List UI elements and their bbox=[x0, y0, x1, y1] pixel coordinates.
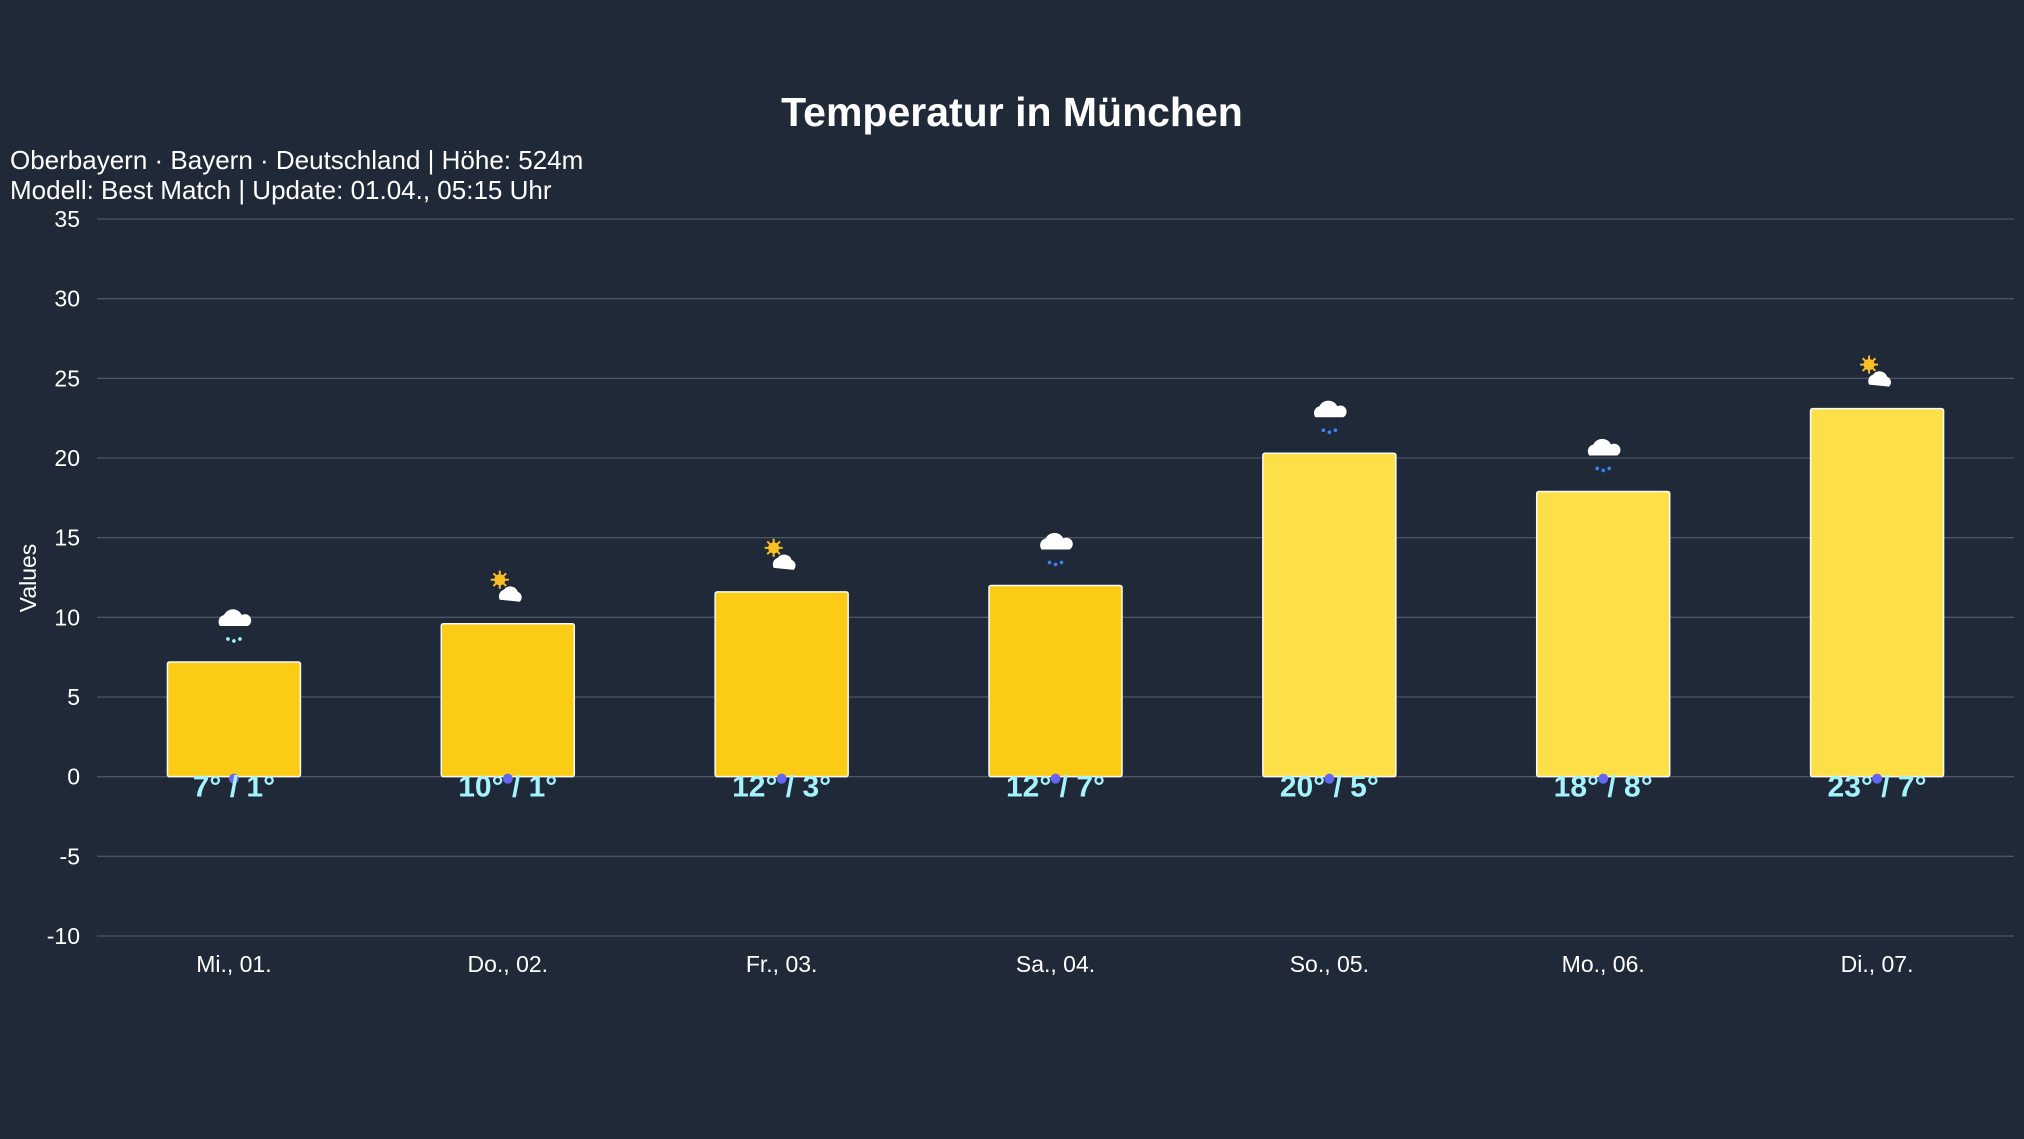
x-tick-label: Mi., 01. bbox=[196, 951, 271, 977]
raindrop-icon bbox=[226, 637, 230, 641]
bar[interactable] bbox=[1262, 452, 1397, 778]
y-tick-label: 10 bbox=[54, 604, 80, 630]
cloud-icon bbox=[1313, 400, 1347, 418]
chart-subtitle-line-1: Oberbayern · Bayern · Deutschland | Höhe… bbox=[10, 145, 583, 175]
bar[interactable] bbox=[440, 622, 576, 778]
bar[interactable] bbox=[714, 591, 849, 778]
bar[interactable] bbox=[988, 584, 1123, 778]
cloud-icon bbox=[772, 554, 796, 570]
value-label: 20° / 5° bbox=[1280, 771, 1379, 804]
cloud-rain-icon bbox=[1313, 400, 1347, 435]
y-tick-label: 15 bbox=[54, 525, 80, 551]
cloud-icon bbox=[498, 586, 522, 602]
raindrop-icon bbox=[1321, 428, 1326, 433]
y-axis-label: Values bbox=[15, 544, 41, 613]
value-label: 10° / 1° bbox=[458, 771, 557, 804]
grid-lines: 35 30 25 20 15 10 5 0 -5 -10 bbox=[47, 206, 2014, 949]
raindrop-icon bbox=[232, 639, 236, 643]
bar-annotations: 7° / 1° Mi., 01. 10° / 1° Do., 02. 12° / 3° F… bbox=[193, 355, 1927, 977]
bar[interactable] bbox=[1809, 407, 1945, 778]
x-tick-label: So., 05. bbox=[1290, 951, 1369, 977]
raindrop-icon bbox=[1053, 562, 1058, 567]
y-tick-label: 20 bbox=[54, 445, 80, 471]
sun-icon bbox=[1860, 355, 1879, 374]
raindrop-icon bbox=[1333, 428, 1338, 433]
sun-cloud-icon bbox=[490, 570, 522, 602]
low-marker bbox=[502, 773, 513, 784]
value-label: 12° / 7° bbox=[1006, 771, 1105, 804]
chart-title: Temperatur in München bbox=[781, 89, 1243, 135]
value-label: 12° / 3° bbox=[732, 771, 831, 804]
low-marker bbox=[1050, 773, 1061, 784]
cloud-icon bbox=[1587, 438, 1621, 456]
cloud-rain-icon bbox=[1040, 532, 1073, 567]
value-label: 23° / 7° bbox=[1828, 771, 1927, 804]
bar[interactable] bbox=[1535, 490, 1671, 778]
raindrop-icon bbox=[1327, 430, 1332, 435]
sun-icon bbox=[764, 538, 783, 557]
raindrop-icon bbox=[1059, 560, 1064, 565]
raindrop-icon bbox=[238, 637, 242, 641]
y-tick-label: 25 bbox=[54, 365, 80, 391]
low-marker bbox=[228, 773, 239, 784]
sun-cloud-icon bbox=[1860, 355, 1891, 387]
x-tick-label: Di., 07. bbox=[1841, 951, 1914, 977]
cloud-icon bbox=[1868, 371, 1891, 387]
y-tick-label: 30 bbox=[54, 286, 80, 312]
sun-cloud-icon bbox=[764, 538, 796, 570]
x-tick-label: Fr., 03. bbox=[746, 951, 818, 977]
raindrop-icon bbox=[1601, 468, 1606, 473]
y-tick-label: 35 bbox=[54, 206, 80, 232]
x-tick-label: Sa., 04. bbox=[1016, 951, 1095, 977]
raindrop-icon bbox=[1047, 560, 1052, 565]
x-tick-label: Do., 02. bbox=[468, 951, 549, 977]
cloud-icon bbox=[218, 609, 252, 626]
y-tick-label: -10 bbox=[47, 923, 80, 949]
bars bbox=[166, 407, 1945, 778]
bar[interactable] bbox=[166, 661, 302, 778]
y-tick-label: 5 bbox=[67, 684, 80, 710]
low-marker bbox=[1324, 773, 1335, 784]
value-label: 18° / 8° bbox=[1554, 771, 1653, 804]
cloud-rain-icon bbox=[218, 609, 252, 643]
sun-icon bbox=[490, 570, 509, 589]
y-tick-label: -5 bbox=[60, 843, 80, 869]
raindrop-icon bbox=[1595, 466, 1600, 471]
y-tick-label: 0 bbox=[67, 764, 80, 790]
cloud-rain-icon bbox=[1587, 438, 1621, 473]
value-label: 7° / 1° bbox=[193, 771, 275, 804]
x-tick-label: Mo., 06. bbox=[1562, 951, 1645, 977]
raindrop-icon bbox=[1607, 466, 1612, 471]
cloud-icon bbox=[1040, 532, 1073, 550]
low-marker bbox=[776, 773, 787, 784]
chart-subtitle-line-2: Modell: Best Match | Update: 01.04., 05:… bbox=[10, 175, 552, 205]
low-marker bbox=[1872, 773, 1883, 784]
low-marker bbox=[1598, 773, 1609, 784]
